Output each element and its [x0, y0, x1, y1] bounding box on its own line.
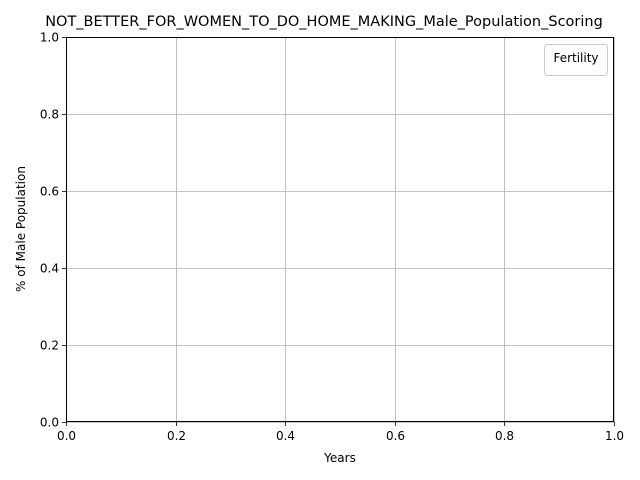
- y-tick-label: 0.2: [40, 339, 59, 353]
- x-tick-label: 0.0: [57, 429, 76, 443]
- y-axis-label: % of Male Population: [14, 166, 28, 292]
- y-tick-label: 0.8: [40, 108, 59, 122]
- x-tick-label: 0.2: [167, 429, 186, 443]
- chart-title: NOT_BETTER_FOR_WOMEN_TO_DO_HOME_MAKING_M…: [45, 14, 603, 30]
- x-tick-label: 0.8: [495, 429, 514, 443]
- y-tick-label: 1.0: [40, 31, 59, 45]
- y-tick-label: 0.6: [40, 185, 59, 199]
- x-tick-label: 1.0: [605, 429, 624, 443]
- y-tick-label: 0.0: [40, 416, 59, 430]
- legend: Fertility: [545, 45, 608, 76]
- x-tick-label: 0.4: [276, 429, 295, 443]
- legend-title: Fertility: [553, 51, 598, 65]
- x-tick-label: 0.6: [386, 429, 405, 443]
- y-tick-label: 0.4: [40, 262, 59, 276]
- x-axis-label: Years: [323, 451, 356, 465]
